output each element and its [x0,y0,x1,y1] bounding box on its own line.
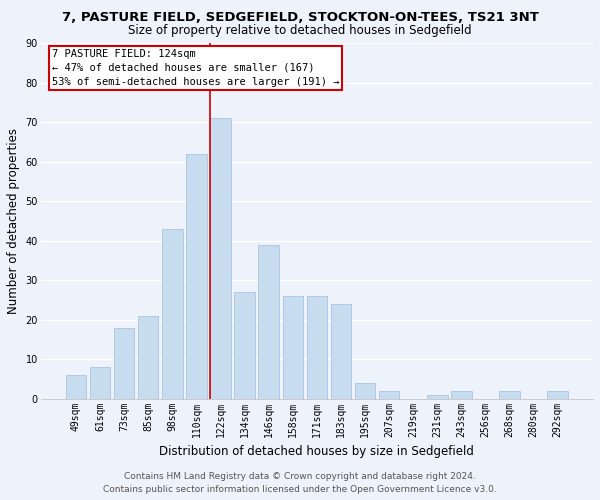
Text: Size of property relative to detached houses in Sedgefield: Size of property relative to detached ho… [128,24,472,37]
Text: 7, PASTURE FIELD, SEDGEFIELD, STOCKTON-ON-TEES, TS21 3NT: 7, PASTURE FIELD, SEDGEFIELD, STOCKTON-O… [62,11,538,24]
Bar [114,328,134,398]
Bar [307,296,327,398]
Bar [210,118,231,398]
X-axis label: Distribution of detached houses by size in Sedgefield: Distribution of detached houses by size … [160,445,474,458]
Text: 7 PASTURE FIELD: 124sqm
← 47% of detached houses are smaller (167)
53% of semi-d: 7 PASTURE FIELD: 124sqm ← 47% of detache… [52,49,339,87]
Text: Contains HM Land Registry data © Crown copyright and database right 2024.
Contai: Contains HM Land Registry data © Crown c… [103,472,497,494]
Y-axis label: Number of detached properties: Number of detached properties [7,128,20,314]
Bar [283,296,303,398]
Bar [235,292,255,399]
Bar [186,154,206,398]
Bar [331,304,351,398]
Bar [66,375,86,398]
Bar [379,391,400,398]
Bar [499,391,520,398]
Bar [427,394,448,398]
Bar [355,383,375,398]
Bar [547,391,568,398]
Bar [90,367,110,398]
Bar [162,229,182,398]
Bar [138,316,158,398]
Bar [259,245,279,398]
Bar [451,391,472,398]
